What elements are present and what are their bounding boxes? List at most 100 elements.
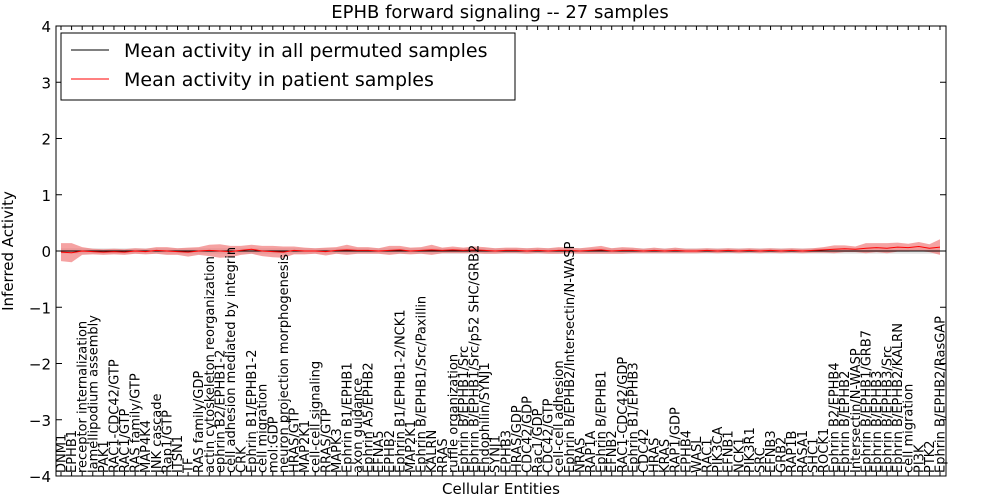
x-tick-label: EPHB2: [383, 430, 398, 473]
x-tick-label: JNK cascade: [150, 394, 165, 474]
y-tick-label: −1: [29, 299, 51, 317]
x-axis-label: Cellular Entities: [442, 480, 560, 498]
x-tick-label: HRAS/GDP: [510, 405, 525, 473]
x-tick-label: CDC42: [637, 428, 652, 473]
x-tick-label: PIK3R1: [743, 427, 758, 473]
x-tick-label: Ephrin B/EPHB1/Src/Paxillin: [415, 296, 430, 473]
legend-box: [60, 32, 516, 101]
x-tick-label: neuron projection morphogenesis: [277, 254, 292, 473]
x-tick-label: RAC1/GTP: [118, 409, 133, 473]
x-tick-label: Ephrin B/EPHB3: [870, 371, 885, 473]
x-tick-label: cell migration: [902, 384, 917, 473]
x-tick-label: RAP1A: [584, 430, 599, 473]
x-tick-label: EFNB2: [605, 430, 620, 473]
x-tick-label: SYNJ1: [489, 435, 504, 473]
x-tick-label: Rap1/GTP: [160, 410, 175, 473]
y-tick-label: 0: [41, 243, 51, 261]
x-tick-label: lamellipodium assembly: [86, 315, 101, 473]
y-tick-label: 1: [41, 187, 51, 205]
x-tick-label: RAC1-CDC42/GDP: [616, 357, 631, 473]
x-tick-label: Intersectin/N-WASP: [849, 348, 864, 473]
x-tick-label: Rac1/GDP: [531, 408, 546, 473]
x-tick-label: axon guidance: [351, 378, 366, 473]
x-tick-label: Ephrin B/EPHB3/Src: [881, 346, 896, 473]
x-tick-label: cell-cell signaling: [309, 361, 324, 473]
x-tick-label: RAP1/GDP: [669, 407, 684, 473]
x-tick-label: Ephrin B/EPHB1: [595, 371, 610, 473]
x-tick-label: TF: [182, 458, 197, 474]
x-tick-label: ITSN1: [171, 435, 186, 473]
x-tick-label: PAK1: [97, 440, 112, 473]
x-tick-label: RAP1B: [785, 431, 800, 473]
x-tick-label: RRAS: [436, 438, 451, 473]
x-tick-label: Ephrin B/EPHB1/Src/p52 SHC/GRB2: [468, 245, 483, 473]
x-tick-label: KRAS: [658, 439, 673, 473]
x-tick-label: Ephrin A5/EPHB2: [362, 362, 377, 473]
x-tick-label: receptor internalization: [76, 321, 91, 473]
legend-label-permuted: Mean activity in all permuted samples: [124, 40, 487, 62]
x-tick-label: cell migration: [256, 384, 271, 473]
x-tick-label: Ephrin B/EPHB1/GRB7: [859, 330, 874, 473]
y-axis: −4 −3 −2 −1 0 1 2 3 4: [29, 18, 946, 486]
x-tick-label: EFNA5: [372, 430, 387, 473]
x-tick-label: MAP2K1: [298, 420, 313, 473]
x-tick-label: ephrin B2/EPHB1-2: [213, 350, 228, 473]
y-tick-label: 4: [41, 18, 51, 36]
x-tick-label: RAS family/GDP: [192, 371, 207, 473]
y-tick-label: −2: [29, 356, 51, 374]
x-tick-label: KALRN: [425, 430, 440, 473]
y-axis-label: Inferred Activity: [0, 191, 17, 311]
y-tick-label: 3: [41, 74, 51, 92]
chart-title: EPHB forward signaling -- 27 samples: [331, 2, 669, 23]
x-tick-label: Ephrin B2/EPHB4: [828, 362, 843, 473]
x-tick-label: Ephrin B/EPHB2/Intersectin/N-WASP: [563, 241, 578, 473]
x-tick-label: ROCK1: [817, 428, 832, 473]
x-tick-label: DNM1: [55, 434, 70, 473]
series-lines: [56, 245, 946, 254]
x-tick-label: WASL: [690, 436, 705, 473]
x-tick-label: Endophilin/SYNJ1: [478, 362, 493, 473]
y-tick-label: −3: [29, 412, 51, 430]
x-tick-label: EPHB3: [499, 430, 514, 473]
x-tick-label: cell-cell adhesion: [552, 360, 567, 473]
x-tick-label: MAPK3: [330, 428, 345, 473]
x-tick-label: PI3K: [912, 444, 927, 473]
x-tick-label: Ephrin B/EPHB2/KALRN: [891, 323, 906, 473]
x-tick-label: CDC42/GTP: [542, 398, 557, 473]
x-tick-label: ruffle organization: [446, 354, 461, 473]
legend: Mean activity in all permuted samples Me…: [60, 32, 516, 101]
x-tick-label: EPHB1: [65, 430, 80, 473]
x-tick-label: GRB2: [775, 437, 790, 473]
x-tick-label: Ephrin B1/EPHB1-2: [245, 349, 260, 473]
x-tick-label: CDC42/GDP: [521, 396, 536, 473]
x-tick-label: PIK3CA: [711, 426, 726, 473]
x-tick-label: EFNB3: [764, 430, 779, 473]
x-tick-label: PTK2: [923, 440, 938, 473]
x-tick-label: Ephrin B1/EPHB3: [626, 362, 641, 473]
y-tick-label: −4: [29, 468, 51, 486]
x-tick-label: HRAS/GTP: [288, 408, 303, 473]
series-line-patient: [60, 245, 941, 254]
x-tick-label: mol:GDP: [266, 416, 281, 473]
x-tick-label: RASA1: [796, 430, 811, 473]
x-tick-label: SRC: [754, 447, 769, 473]
x-tick-label: Ephrin B1/EPHB1: [340, 362, 355, 473]
x-tick-label: RRAS/GTP: [319, 408, 334, 473]
x-tick-label: cell adhesion mediated by integrin: [224, 247, 239, 473]
x-tick-label: SHC1: [806, 438, 821, 473]
x-tick-label: Ephrin B/EPHB2: [838, 371, 853, 473]
x-tick-label: MAP4K4: [139, 420, 154, 473]
x-tick-label: RAS family/GTP: [129, 373, 144, 473]
plot-frame: [55, 25, 947, 477]
x-tick-label: MAP2K1: [404, 420, 419, 473]
x-tick-label: NRAS: [573, 438, 588, 473]
x-tick-label: RAC1-CDC42/GTP: [108, 359, 123, 473]
x-tick-label: EFNB1: [722, 430, 737, 473]
x-tick-label: actin cytoskeleton reorganization: [203, 256, 218, 473]
x-tick-label: Ephrin B/EPHB2/RasGAP: [934, 316, 949, 473]
x-tick-label: HRAS: [648, 438, 663, 473]
y-tick-label: 2: [41, 131, 51, 149]
x-tick-label: RAC1: [701, 438, 716, 473]
x-tick-label: Ephrin B1/EPHB1-2/NCK1: [393, 309, 408, 473]
